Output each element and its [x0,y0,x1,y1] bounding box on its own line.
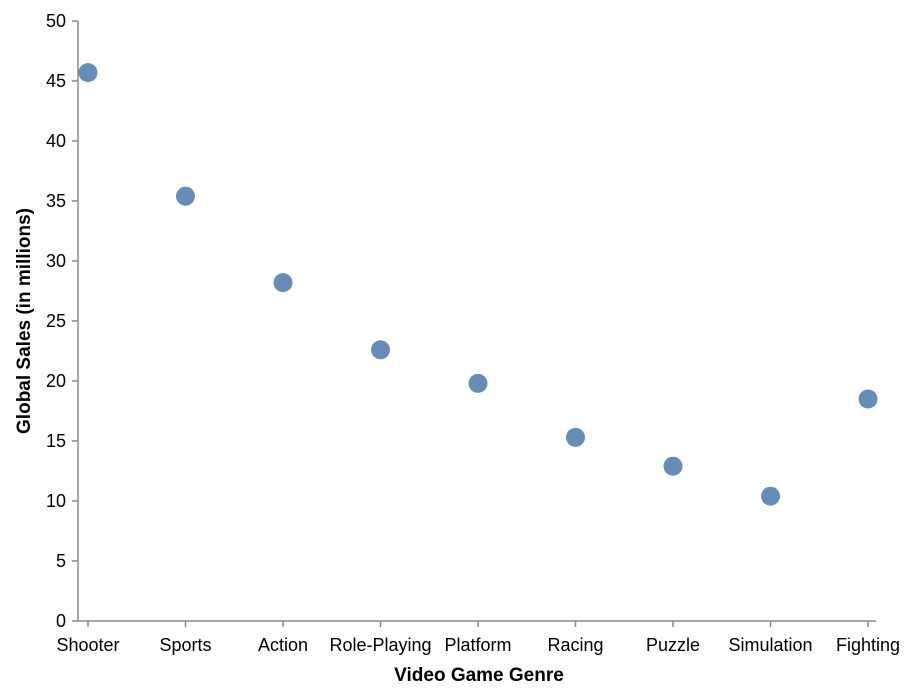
y-tick-label: 30 [46,251,66,271]
data-point [468,373,488,393]
x-tick-label: Fighting [836,635,900,655]
data-points [78,63,878,506]
data-point [176,186,195,206]
x-axis: Shooter Sports Action Role-Playing Platform R… [56,620,900,655]
y-tick-label: 20 [46,371,66,391]
x-tick-label: Action [258,635,308,655]
data-point [273,273,293,293]
data-point [858,389,878,409]
y-tick-label: 10 [46,491,66,511]
x-tick-label: Role-Playing [329,635,431,655]
x-tick-label: Puzzle [646,635,700,655]
y-tick-label: 15 [46,431,66,451]
y-axis-title: Global Sales (in millions) [14,208,35,434]
y-tick-label: 45 [46,71,66,91]
data-point [566,427,585,447]
y-axis: 0 5 10 15 20 25 30 35 40 45 50 [46,11,79,631]
y-tick-label: 35 [46,191,66,211]
data-point [663,456,683,476]
data-point [761,486,780,506]
data-point [371,340,390,360]
x-tick-label: Simulation [728,635,812,655]
x-tick-label: Sports [159,635,211,655]
y-tick-label: 5 [56,551,66,571]
y-tick-label: 0 [56,611,66,631]
x-axis-title: Video Game Genre [394,665,564,686]
y-tick-label: 50 [46,11,66,31]
x-tick-label: Racing [547,635,603,655]
data-point [78,63,98,83]
x-tick-label: Platform [444,635,511,655]
y-tick-label: 40 [46,131,66,151]
x-tick-label: Shooter [56,635,119,655]
y-tick-label: 25 [46,311,66,331]
